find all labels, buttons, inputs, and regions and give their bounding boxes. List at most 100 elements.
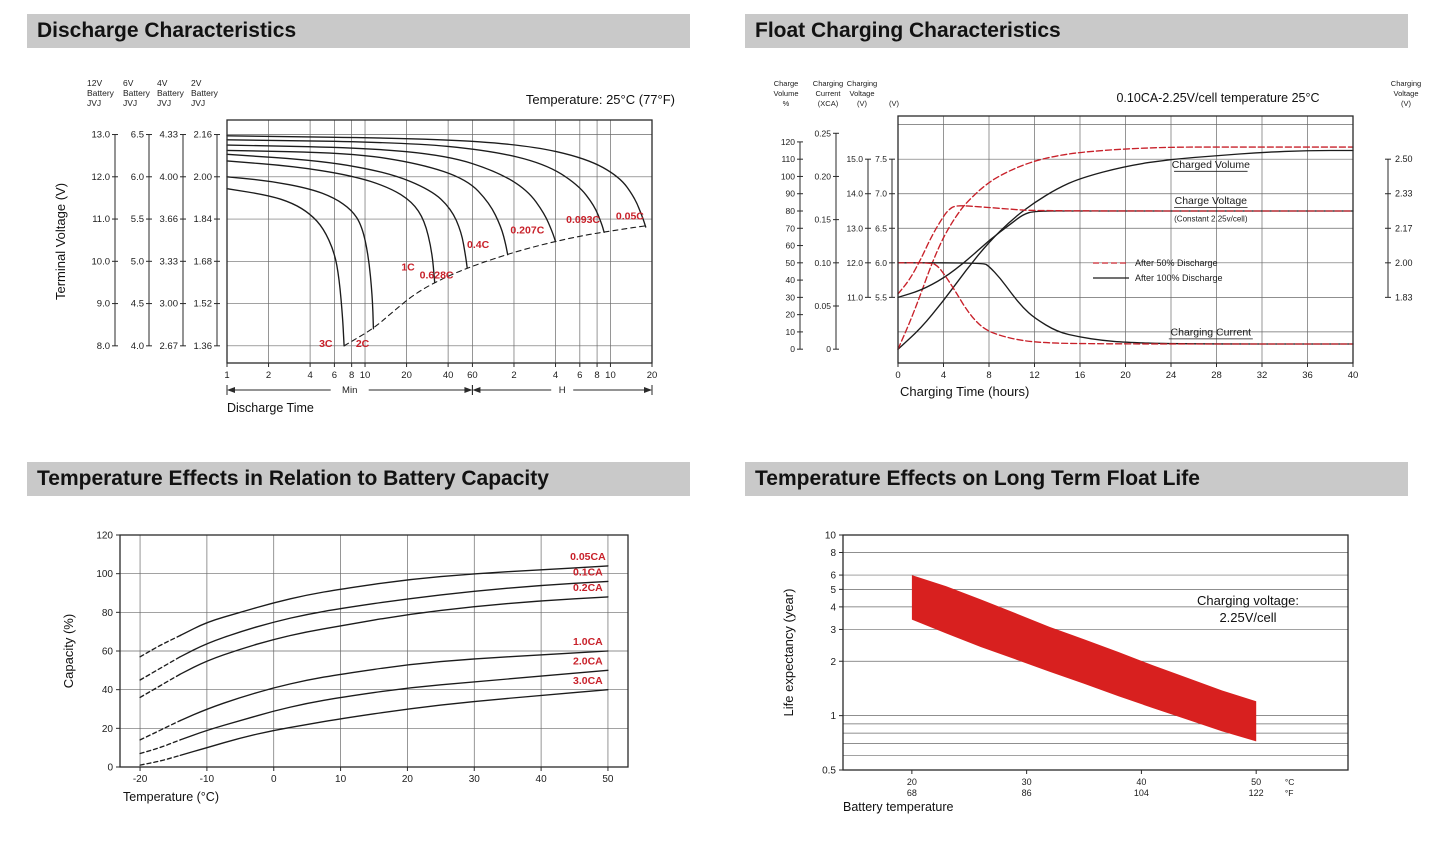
svg-text:120: 120 [781, 137, 795, 147]
svg-text:(V): (V) [1401, 99, 1412, 108]
svg-text:30: 30 [786, 292, 796, 302]
svg-text:7.5: 7.5 [875, 154, 887, 164]
svg-text:Capacity (%): Capacity (%) [61, 614, 76, 688]
series [897, 146, 1354, 350]
svg-text:%: % [783, 99, 790, 108]
svg-text:40: 40 [1136, 777, 1146, 787]
svg-text:8: 8 [830, 548, 836, 559]
svg-text:°C: °C [1285, 777, 1295, 787]
series-charged-volume-50pct [897, 146, 1354, 350]
life-expectancy-band [911, 575, 1257, 742]
section-title-temperature-capacity: Temperature Effects in Relation to Batte… [27, 462, 690, 496]
svg-text:15.0: 15.0 [846, 154, 863, 164]
svg-text:2.67: 2.67 [160, 341, 179, 352]
svg-text:(V): (V) [889, 99, 900, 108]
svg-text:6: 6 [577, 370, 582, 381]
svg-text:10.0: 10.0 [92, 256, 111, 267]
plot-border [226, 119, 653, 364]
svg-text:3.00: 3.00 [160, 299, 179, 310]
series-0.2CA-dash [139, 673, 181, 699]
svg-text:Discharge Time: Discharge Time [227, 401, 314, 415]
svg-text:13.0: 13.0 [846, 223, 863, 233]
svg-text:10: 10 [825, 531, 837, 542]
svg-text:5.0: 5.0 [131, 256, 144, 267]
svg-text:40: 40 [443, 370, 454, 381]
svg-text:Charging Time (hours): Charging Time (hours) [900, 384, 1029, 399]
svg-text:12.0: 12.0 [92, 172, 111, 183]
svg-text:5.5: 5.5 [131, 214, 144, 225]
svg-text:0: 0 [790, 344, 795, 354]
svg-text:6.0: 6.0 [131, 172, 144, 183]
svg-text:Battery: Battery [123, 88, 151, 98]
svg-text:6.5: 6.5 [875, 223, 887, 233]
svg-text:0.2CA: 0.2CA [573, 582, 603, 594]
svg-text:Min: Min [342, 385, 357, 396]
series-2.0CA-dash [139, 739, 181, 755]
gridlines [898, 116, 1353, 363]
svg-text:(XCA): (XCA) [818, 99, 839, 108]
svg-text:0.093C: 0.093C [566, 214, 600, 226]
svg-text:13.0: 13.0 [92, 130, 111, 141]
svg-text:86: 86 [1022, 788, 1032, 798]
section-title-float-life: Temperature Effects on Long Term Float L… [745, 462, 1408, 496]
series-3.0CA [179, 689, 609, 757]
discharge-characteristics-chart: 1 2 4 6 8 10 20 40 60 2 4 6 8 10 20 13.0 12.0 11.0 10.0 9.0… [53, 78, 675, 415]
svg-text:6.5: 6.5 [131, 130, 144, 141]
svg-text:14.0: 14.0 [846, 189, 863, 199]
svg-text:20: 20 [102, 724, 114, 735]
svg-text:0: 0 [826, 344, 831, 354]
series-0.207C [226, 144, 557, 243]
svg-text:2.17: 2.17 [1395, 223, 1413, 233]
svg-text:8: 8 [594, 370, 599, 381]
svg-text:6: 6 [830, 571, 836, 582]
svg-text:30: 30 [469, 774, 481, 785]
svg-text:Life expectancy (year): Life expectancy (year) [781, 589, 796, 717]
svg-text:1.36: 1.36 [194, 341, 213, 352]
temperature-capacity-chart: -20 -10 0 10 20 30 40 50 120 100 80 60 40 20 0 Capacity… [61, 531, 629, 804]
svg-text:0.15: 0.15 [814, 215, 831, 225]
y-axis: 7.5 7.0 6.5 6.0 5.5 (V) [875, 99, 899, 302]
series [139, 565, 609, 766]
svg-text:After 100% Discharge: After 100% Discharge [1135, 273, 1223, 283]
section-title-float-charging: Float Charging Characteristics [745, 14, 1408, 48]
svg-text:50: 50 [786, 258, 796, 268]
svg-text:20: 20 [647, 370, 658, 381]
series-0.628C [226, 153, 468, 269]
svg-text:Current: Current [815, 89, 841, 98]
svg-text:Battery: Battery [191, 88, 219, 98]
gridlines [226, 120, 653, 363]
series-1.0CA [179, 650, 609, 722]
svg-text:0.05C: 0.05C [616, 211, 644, 223]
series-0.05CA [179, 565, 609, 637]
legend: After 50% Discharge After 100% Discharge [1093, 258, 1223, 283]
float-charging-chart: 0 4 8 12 16 20 24 28 32 36 40120110100908070605040… [773, 79, 1421, 399]
svg-text:0.05: 0.05 [814, 301, 831, 311]
svg-text:1.83: 1.83 [1395, 292, 1413, 302]
series-0.2CA [179, 596, 609, 675]
series-0.05CA-dash [139, 634, 181, 658]
svg-text:4V: 4V [157, 78, 168, 88]
svg-text:8: 8 [986, 370, 991, 381]
svg-text:0: 0 [107, 763, 113, 774]
svg-text:60: 60 [786, 241, 796, 251]
series-end-voltage-envelope [343, 225, 648, 347]
svg-text:40: 40 [536, 774, 548, 785]
svg-text:9.0: 9.0 [97, 299, 110, 310]
y-axis: 1201101009080706050403020100ChargeVolume… [773, 79, 803, 354]
svg-text:0.20: 0.20 [814, 171, 831, 181]
svg-text:1.52: 1.52 [194, 299, 213, 310]
svg-text:60: 60 [102, 647, 114, 658]
series-0.1CA-dash [139, 656, 181, 681]
panel-temperature-capacity: Temperature Effects in Relation to Batte… [0, 455, 718, 855]
svg-text:2.00: 2.00 [194, 172, 213, 183]
svg-text:120: 120 [96, 531, 113, 542]
plot-border [842, 534, 1349, 771]
svg-text:1.0CA: 1.0CA [573, 636, 603, 648]
svg-text:7.0: 7.0 [875, 189, 887, 199]
svg-text:110: 110 [781, 154, 795, 164]
svg-text:6: 6 [332, 370, 337, 381]
